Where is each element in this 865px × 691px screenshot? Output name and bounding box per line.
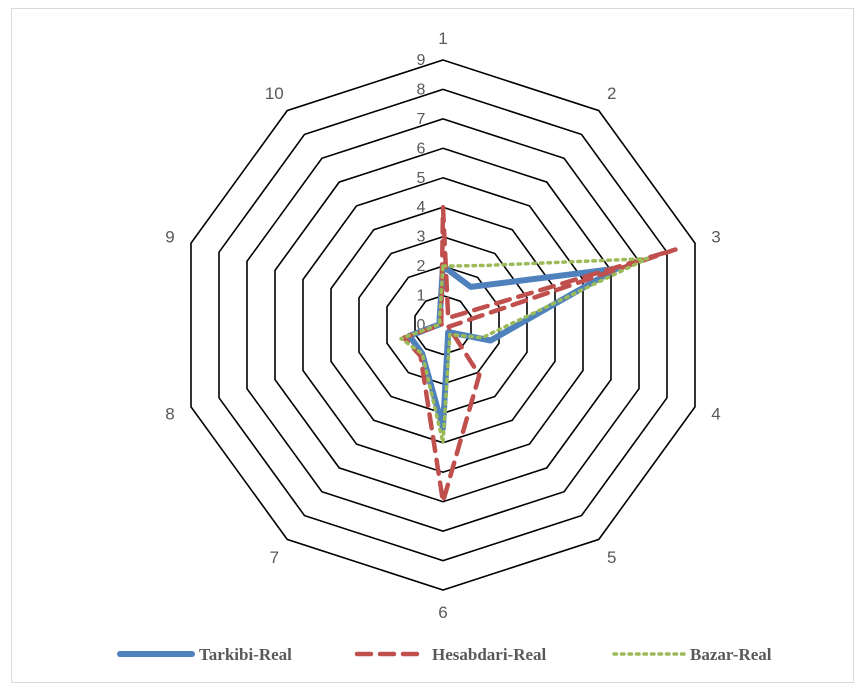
- category-label: 8: [165, 405, 174, 424]
- legend-label-3: Bazar-Real: [690, 645, 772, 664]
- radial-tick-label: 1: [417, 288, 426, 305]
- category-label: 6: [438, 603, 447, 622]
- grid-ring-8: [218, 88, 668, 562]
- category-label: 7: [270, 548, 279, 567]
- radial-tick-label: 2: [417, 258, 426, 275]
- grid-ring-7: [246, 118, 640, 532]
- chart-frame: [11, 8, 854, 683]
- category-label: 2: [607, 84, 616, 103]
- grid-ring-1: [414, 294, 472, 356]
- category-label: 1: [438, 29, 447, 48]
- radial-tick-label: 6: [417, 140, 426, 157]
- radial-tick-label: 7: [417, 111, 426, 128]
- radial-tick-label: 3: [417, 229, 426, 246]
- grid-ring-5: [302, 176, 584, 474]
- radial-tick-label: 8: [417, 81, 426, 98]
- category-label: 4: [711, 405, 720, 424]
- radial-tick-label: 0: [417, 317, 426, 334]
- category-label: 5: [607, 548, 616, 567]
- category-label: 10: [265, 84, 284, 103]
- radial-tick-label: 9: [417, 52, 426, 69]
- category-label: 3: [711, 227, 720, 246]
- legend-label-2: Hesabdari-Real: [432, 645, 547, 664]
- series-line-2: [401, 204, 678, 504]
- grid-ring-9: [190, 59, 696, 591]
- radar-grid: [190, 59, 696, 591]
- legend-label-1: Tarkibi-Real: [199, 645, 292, 664]
- series-lines: [399, 204, 678, 504]
- radial-tick-label: 4: [417, 199, 426, 216]
- legend: Tarkibi-Real Hesabdari-Real Bazar-Real: [117, 645, 772, 664]
- series-line-3: [399, 256, 650, 445]
- radial-tick-label: 5: [417, 170, 426, 187]
- category-label: 9: [165, 227, 174, 246]
- radial-tick-labels: 0 1 2 3 4 5 6 7 8 9: [417, 52, 426, 334]
- grid-ring-6: [274, 147, 612, 503]
